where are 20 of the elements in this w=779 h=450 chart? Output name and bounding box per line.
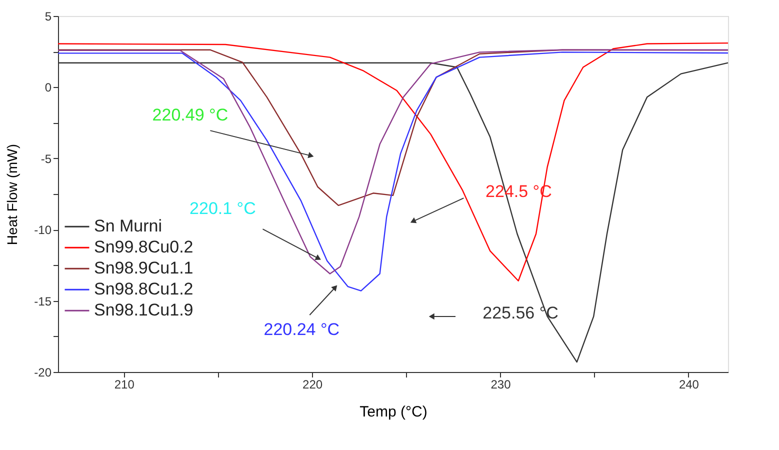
legend-label: Sn98.8Cu1.2 bbox=[94, 280, 194, 299]
annotation: 220.24 °C bbox=[264, 320, 340, 339]
x-tick-label: 210 bbox=[114, 378, 135, 392]
y-tick-label: -5 bbox=[40, 152, 52, 166]
legend-label: Sn98.1Cu1.9 bbox=[94, 300, 194, 320]
x-tick-label: 240 bbox=[678, 378, 700, 392]
x-tick-label: 230 bbox=[490, 378, 512, 392]
annotation: 220.49 °C bbox=[152, 106, 228, 125]
y-tick-label: -20 bbox=[34, 366, 52, 380]
annotation: 220.1 °C bbox=[190, 199, 256, 218]
y-tick-label: 0 bbox=[44, 80, 52, 95]
y-tick-label: -10 bbox=[34, 223, 52, 238]
y-tick-label: -15 bbox=[34, 294, 52, 308]
y-tick-label: 5 bbox=[44, 10, 52, 24]
legend-label: Sn99.8Cu0.2 bbox=[94, 238, 194, 257]
x-tick-label: 220 bbox=[302, 378, 323, 392]
y-axis-title: Heat Flow (mW) bbox=[4, 144, 20, 246]
legend-label: Sn Murni bbox=[94, 216, 162, 236]
x-axis-title: Temp (°C) bbox=[360, 404, 428, 420]
legend-label: Sn98.9Cu1.1 bbox=[94, 258, 194, 278]
